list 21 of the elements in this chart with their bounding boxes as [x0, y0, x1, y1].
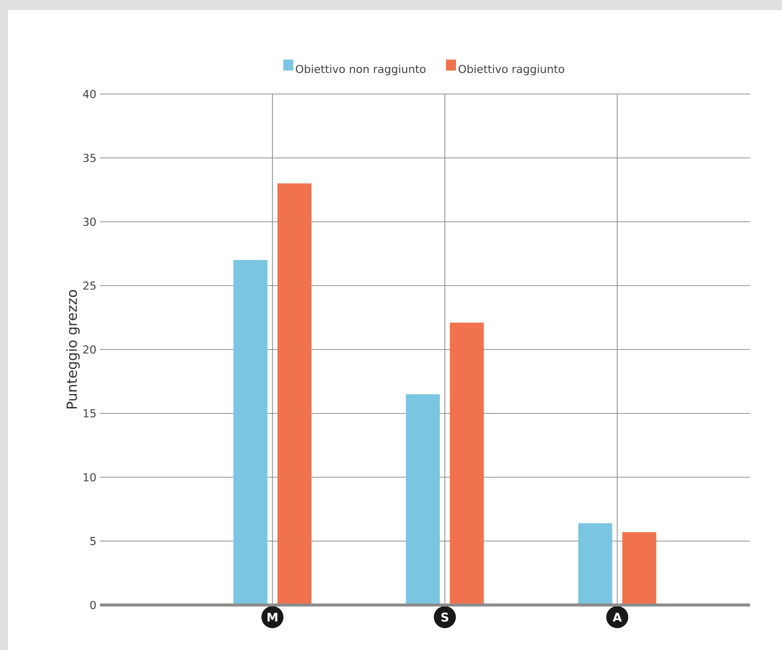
- legend-label: Obiettivo non raggiunto: [296, 64, 426, 76]
- bar: [406, 394, 440, 605]
- y-tick-label: 15: [84, 409, 96, 418]
- y-tick-label: 40: [83, 90, 96, 98]
- bar: [450, 322, 484, 605]
- y-tick-label: 0: [90, 600, 96, 610]
- y-tick-label: 10: [84, 473, 96, 482]
- legend-label: Obiettivo raggiunto: [458, 64, 564, 76]
- y-tick-label: 35: [83, 154, 96, 162]
- bar: [622, 532, 656, 605]
- x-tick-label: A: [612, 612, 622, 622]
- y-tick-label: 25: [83, 281, 96, 290]
- bar: [277, 183, 312, 605]
- bar: [578, 523, 612, 605]
- bar: [233, 260, 268, 605]
- x-tick-label: M: [268, 612, 278, 622]
- y-axis-title: Punteggio grezzo: [66, 290, 80, 408]
- x-tick-label: S: [441, 612, 448, 622]
- y-tick-label: 30: [83, 218, 96, 226]
- y-tick-label: 20: [83, 345, 96, 354]
- y-tick-label: 5: [90, 537, 96, 546]
